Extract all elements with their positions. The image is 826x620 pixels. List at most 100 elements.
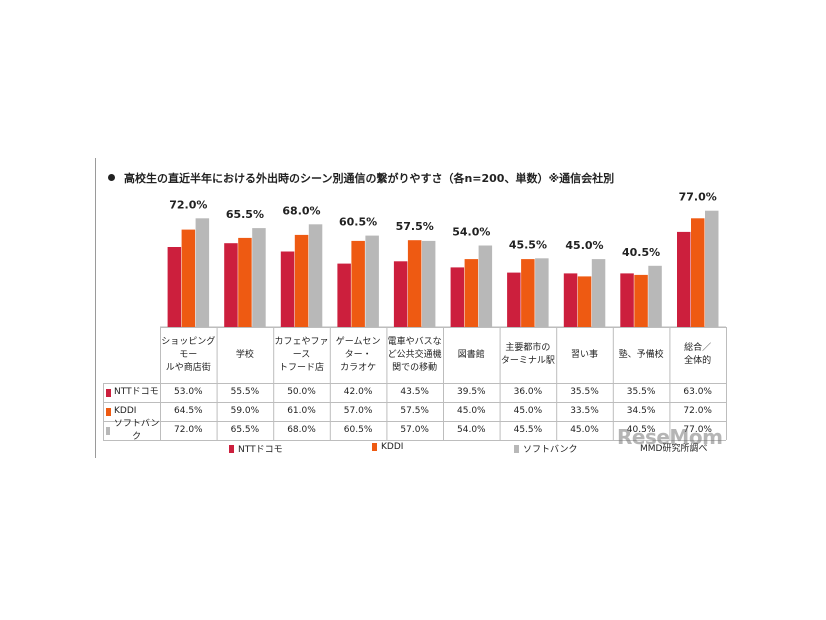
source-note: MMD研究所調べ [640,444,708,454]
bar-kddi-3 [351,240,365,327]
category-header: 学校 [235,349,254,360]
category-header: 電車やバスな ど公共交通機 関での移動 [387,336,442,373]
table-cell-softbank-9: 77.0% [683,425,712,435]
bar-softbank-7 [591,259,606,328]
row-label-docomo: NTTドコモ [103,383,160,402]
top-value-label-5: 54.0% [452,226,490,239]
table-cell-softbank-7: 45.0% [570,425,599,435]
row-label-softbank: ソフトバンク [103,419,160,442]
table-cell-softbank-0: 72.0% [174,425,203,435]
bar-softbank-6 [535,258,549,327]
bar-docomo-2 [280,251,295,327]
bullet-icon [108,174,115,181]
bar-softbank-9 [705,210,719,327]
table-cell-softbank-2: 68.0% [287,425,316,435]
table-cell-kddi-5: 45.0% [457,406,486,416]
table-cell-kddi-2: 61.0% [287,406,316,416]
legend-label: ソフトバンク [523,445,578,455]
swatch-kddi [106,407,111,416]
bar-kddi-5 [464,259,479,328]
table-cell-docomo-9: 63.0% [683,387,712,397]
bar-softbank-4 [421,240,436,327]
bar-kddi-8 [634,274,648,327]
bar-docomo-7 [563,273,578,327]
table-cell-kddi-3: 57.0% [343,406,373,416]
bar-docomo-1 [224,243,238,327]
chart-legend: NTTドコモ KDDI ソフトバンク [0,442,826,456]
bar-softbank-5 [478,245,493,327]
bar-softbank-1 [252,228,266,327]
table-cell-docomo-6: 36.0% [513,387,543,397]
table-cell-docomo-4: 43.5% [400,387,429,397]
table-cell-kddi-9: 72.0% [683,406,712,416]
row-label-text: NTTドコモ [114,387,159,397]
top-value-label-8: 40.5% [622,246,660,259]
bar-docomo-9 [677,231,691,327]
table-cell-docomo-7: 35.5% [570,387,599,397]
table-cell-softbank-6: 45.5% [513,425,543,435]
table-cell-softbank-8: 40.5% [626,425,656,435]
table-cell-kddi-4: 57.5% [400,406,429,416]
table-cell-kddi-0: 64.5% [174,406,203,416]
category-header: カフェやファース トフード店 [274,336,329,373]
bar-kddi-2 [294,234,309,327]
row-label-text: KDDI [114,406,137,416]
top-value-label-6: 45.5% [509,238,547,251]
bar-kddi-7 [577,276,592,327]
swatch-docomo [106,388,111,397]
row-label-kddi: KDDI [103,402,160,421]
bar-docomo-6 [507,272,521,327]
category-header: 主要都市の ターミナル駅 [500,343,555,366]
swatch-softbank [106,426,111,435]
top-value-label-1: 65.5% [226,208,264,221]
bar-softbank-8 [648,265,662,327]
top-value-label-3: 60.5% [339,216,377,229]
table-cell-kddi-6: 45.0% [513,406,543,416]
table-cell-docomo-3: 42.0% [343,387,373,397]
bar-docomo-4 [393,261,408,327]
legend-swatch [514,444,519,453]
bar-docomo-5 [450,267,465,327]
top-value-label-9: 77.0% [679,191,717,204]
bar-kddi-4 [407,240,422,327]
bar-chart: 72.0% 65.5% 68.0% 60.5% 57.5% 54.0% 45.5% 45.0%… [160,191,726,328]
legend-swatch [372,443,377,451]
table-cell-softbank-5: 54.0% [457,425,486,435]
legend-swatch [229,444,234,453]
legend-item-docomo: NTTドコモ [229,442,283,455]
category-header: 総合／ 全体的 [684,343,712,366]
category-header: 塾、予備校 [618,349,664,360]
top-value-label-2: 68.0% [282,204,320,217]
bar-kddi-1 [238,237,252,327]
chart-title-text: 高校生の直近半年における外出時のシーン別通信の繋がりやすさ（各n=200、単数）… [124,172,615,185]
top-value-label-7: 45.0% [565,239,603,252]
table-cell-kddi-1: 59.0% [230,406,260,416]
left-frame-line [95,158,96,458]
category-header: 習い事 [570,349,598,360]
bar-softbank-2 [308,224,323,327]
bar-kddi-0 [181,229,196,327]
bar-softbank-0 [195,218,210,327]
legend-item-softbank: ソフトバンク [514,442,577,455]
legend-label: NTTドコモ [238,445,283,455]
watermark-logo: ReseMom [617,425,723,449]
bar-docomo-3 [337,263,351,327]
chart-title: 高校生の直近半年における外出時のシーン別通信の繋がりやすさ（各n=200、単数）… [108,170,614,186]
table-cell-softbank-4: 57.0% [400,425,429,435]
table-cell-docomo-8: 35.5% [626,387,656,397]
table-cell-docomo-0: 53.0% [174,387,203,397]
bar-kddi-9 [691,218,705,327]
bar-docomo-0 [167,247,182,327]
bar-softbank-3 [365,235,379,327]
table-cell-softbank-3: 60.5% [343,425,373,435]
top-value-label-4: 57.5% [396,220,434,233]
category-header: 図書館 [457,349,485,360]
legend-item-kddi: KDDI [372,442,403,452]
bar-docomo-8 [620,273,634,327]
table-cell-softbank-1: 65.5% [230,425,260,435]
table-borders [103,327,727,441]
table-cell-docomo-1: 55.5% [230,387,260,397]
table-cell-kddi-7: 33.5% [570,406,599,416]
category-header: ゲームセン ター・ カラオケ [335,336,381,373]
table-cell-docomo-2: 50.0% [287,387,316,397]
